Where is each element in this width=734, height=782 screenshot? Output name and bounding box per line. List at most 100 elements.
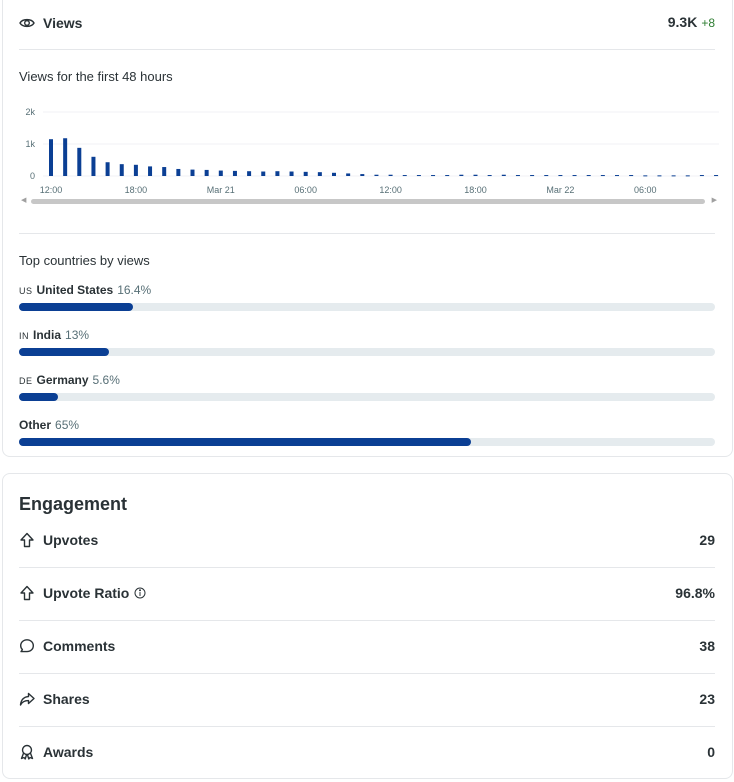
- chart-bar[interactable]: [685, 175, 690, 177]
- scroll-left-icon[interactable]: ◀: [21, 197, 27, 204]
- chart-scrollbar[interactable]: ◀ ▶: [19, 197, 719, 205]
- chart-bar[interactable]: [204, 169, 209, 176]
- chart-bar[interactable]: [714, 175, 719, 177]
- engagement-row-shares: Shares 23: [19, 689, 715, 709]
- chart-bar[interactable]: [501, 174, 506, 176]
- chart-bar[interactable]: [487, 175, 492, 177]
- x-tick-label: 06:00: [294, 185, 317, 195]
- chart-bar[interactable]: [133, 164, 138, 176]
- chart-bar[interactable]: [416, 175, 421, 177]
- chart-bar[interactable]: [615, 175, 619, 177]
- chart-bar[interactable]: [360, 174, 365, 176]
- chart-bar[interactable]: [515, 175, 520, 177]
- chart-bar[interactable]: [105, 162, 110, 176]
- chart-bar[interactable]: [629, 175, 634, 177]
- country-bar-fill: [19, 348, 110, 356]
- chart-bar[interactable]: [247, 171, 252, 176]
- chart-bar[interactable]: [558, 175, 563, 177]
- engagement-label: Upvote Ratio: [43, 585, 130, 601]
- engagement-label: Upvotes: [43, 532, 99, 548]
- chart-bar[interactable]: [374, 174, 379, 176]
- chart-bar[interactable]: [162, 167, 167, 176]
- chart-bar[interactable]: [176, 168, 181, 176]
- countries-title: Top countries by views: [19, 253, 150, 268]
- chart-bar[interactable]: [600, 175, 605, 177]
- country-bar-fill: [19, 303, 134, 311]
- engagement-value: 0: [707, 744, 715, 760]
- engagement-label: Awards: [43, 744, 94, 760]
- chart-bar[interactable]: [289, 171, 294, 176]
- scroll-thumb[interactable]: [31, 199, 705, 204]
- chart-bar[interactable]: [275, 171, 280, 176]
- chart-bar[interactable]: [119, 164, 124, 176]
- country-label: Other 65%: [19, 418, 715, 432]
- chart-bar[interactable]: [77, 147, 82, 176]
- divider: [19, 673, 715, 674]
- country-item: Other 65%: [19, 418, 715, 446]
- engagement-title: Engagement: [19, 494, 128, 514]
- country-item: DE Germany 5.6%: [19, 373, 715, 401]
- scroll-right-icon[interactable]: ▶: [711, 197, 717, 204]
- engagement-value: 38: [699, 638, 715, 654]
- chart-bar[interactable]: [303, 171, 308, 176]
- chart-bar[interactable]: [63, 138, 68, 176]
- country-name: United States: [36, 283, 114, 297]
- views-card: Views 9.3K +8 Views for the first 48 hour…: [2, 0, 733, 457]
- chart-bar[interactable]: [388, 174, 393, 176]
- divider: [19, 726, 715, 727]
- views-chart: 2k 1k 0 12:00 18:00 Mar 21 06:00 12:00 18:00 Mar …: [25, 107, 719, 195]
- x-tick-label: 12:00: [379, 185, 402, 195]
- country-pct: 65%: [55, 418, 80, 432]
- country-bar-track: [19, 303, 715, 311]
- chart-bar[interactable]: [332, 172, 336, 176]
- views-delta: +8: [701, 16, 715, 30]
- chart-bar[interactable]: [346, 173, 351, 176]
- eye-icon: [19, 15, 35, 31]
- views-row: Views 9.3K +8: [19, 13, 715, 33]
- x-tick-label: 06:00: [634, 185, 657, 195]
- chart-bar[interactable]: [218, 170, 223, 176]
- chart-bar[interactable]: [671, 175, 676, 177]
- chart-bar[interactable]: [544, 175, 549, 177]
- views-value: 9.3K: [667, 14, 698, 30]
- chart-bar[interactable]: [261, 171, 266, 176]
- chart-bar[interactable]: [473, 174, 478, 176]
- chart-bar[interactable]: [91, 156, 96, 176]
- chart-bar[interactable]: [148, 166, 153, 176]
- country-code: IN: [19, 331, 29, 341]
- chart-bar[interactable]: [445, 175, 450, 177]
- country-label: IN India 13%: [19, 328, 715, 342]
- country-code: DE: [19, 376, 33, 386]
- country-label: US United States 16.4%: [19, 283, 715, 297]
- engagement-row-comments: Comments 38: [19, 636, 715, 656]
- info-icon[interactable]: [134, 587, 146, 599]
- country-bar-fill: [19, 438, 472, 446]
- share-icon: [19, 691, 35, 707]
- x-tick-label: Mar 21: [207, 185, 235, 195]
- country-code: US: [19, 286, 33, 296]
- chart-bar[interactable]: [402, 175, 407, 177]
- engagement-row-upvote-ratio: Upvote Ratio 96.8%: [19, 583, 715, 603]
- chart-bar[interactable]: [657, 175, 662, 177]
- views-label: Views: [43, 15, 83, 31]
- y-tick-label: 2k: [25, 107, 35, 117]
- divider: [19, 620, 715, 621]
- chart-bar[interactable]: [459, 174, 464, 176]
- chart-bar[interactable]: [49, 139, 53, 176]
- country-name: Germany: [36, 373, 89, 387]
- country-name: Other: [19, 418, 52, 432]
- country-label: DE Germany 5.6%: [19, 373, 715, 387]
- x-tick-label: 18:00: [125, 185, 148, 195]
- chart-bar[interactable]: [643, 175, 648, 177]
- country-item: IN India 13%: [19, 328, 715, 356]
- chart-bar[interactable]: [572, 175, 577, 177]
- chart-bar[interactable]: [232, 170, 237, 176]
- chart-bar[interactable]: [190, 169, 195, 176]
- divider: [19, 233, 715, 234]
- chart-bar[interactable]: [317, 172, 322, 176]
- engagement-row-awards: Awards 0: [19, 742, 715, 762]
- chart-bar[interactable]: [699, 175, 704, 177]
- chart-bar[interactable]: [530, 175, 535, 177]
- chart-bar[interactable]: [586, 175, 591, 177]
- chart-bar[interactable]: [431, 175, 436, 177]
